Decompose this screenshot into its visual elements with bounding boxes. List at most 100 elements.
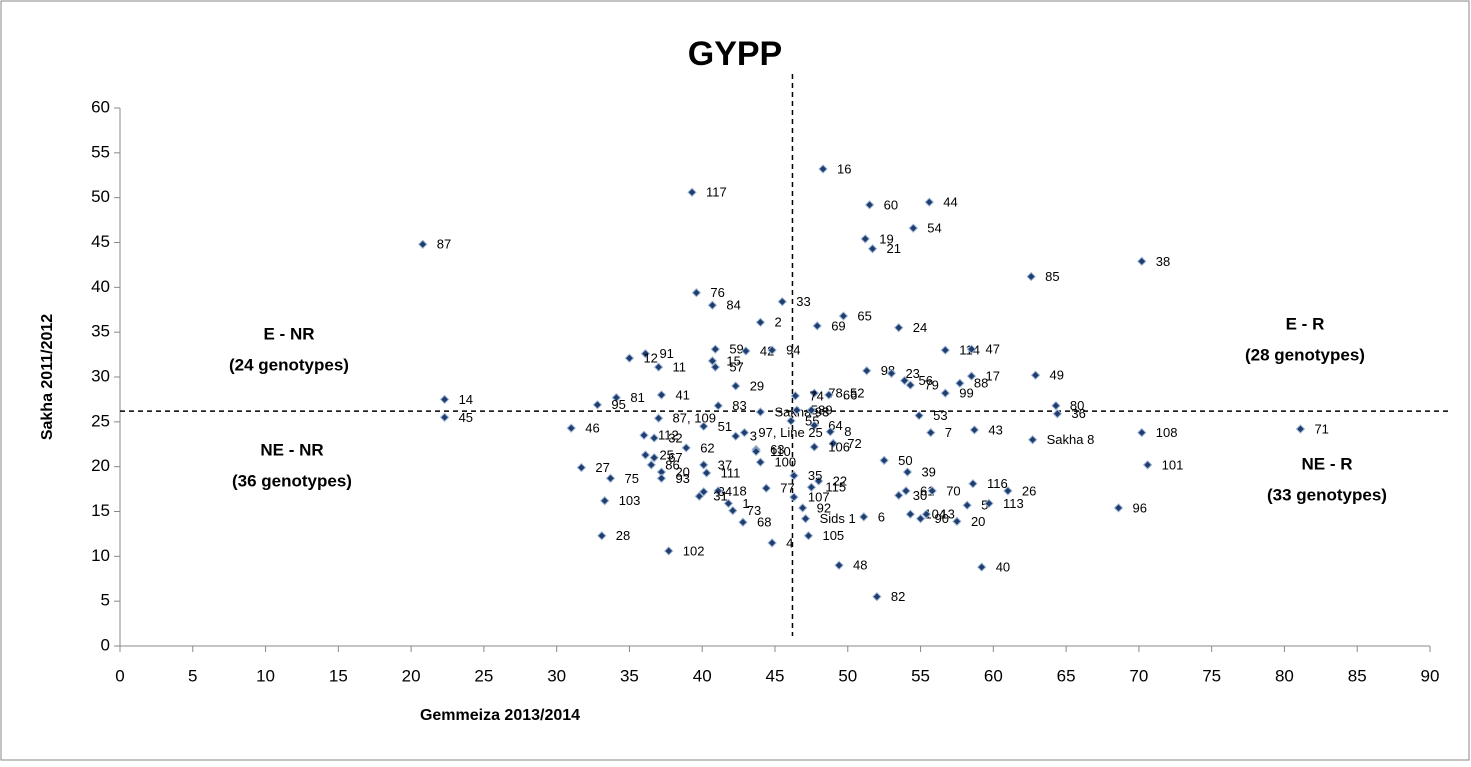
point [797, 503, 808, 513]
data-label: 103 [619, 493, 641, 508]
point [439, 412, 450, 423]
y-tick-label: 15 [91, 501, 110, 520]
point [927, 486, 937, 496]
data-label: 66 [843, 387, 857, 402]
point [914, 410, 924, 421]
data-label: 110 [770, 444, 791, 459]
quadrant-label: E - R [1286, 314, 1325, 333]
point [1003, 486, 1013, 496]
point [1137, 256, 1147, 267]
point [921, 509, 932, 519]
data-label: 21 [887, 241, 901, 256]
data-label: 4 [786, 535, 793, 550]
point [611, 392, 622, 403]
point [751, 446, 761, 457]
data-label: 87 [437, 237, 451, 252]
point [599, 496, 610, 506]
point [728, 505, 738, 516]
point [687, 187, 697, 197]
data-label: 74 [809, 388, 823, 403]
point [825, 426, 836, 437]
data-label: 84 [726, 298, 740, 313]
point [710, 362, 721, 372]
data-label: 34 [718, 484, 732, 499]
y-tick-label: 35 [91, 322, 110, 341]
point [639, 430, 649, 440]
data-label: 102 [683, 543, 705, 558]
x-tick-label: 50 [838, 666, 857, 685]
data-label: 7 [945, 425, 952, 440]
point [786, 416, 796, 426]
point [713, 400, 723, 411]
data-label: 38 [1156, 254, 1170, 269]
data-label: 76 [710, 285, 724, 300]
point [809, 442, 820, 452]
data-label: 105 [822, 528, 844, 543]
x-tick-label: 0 [115, 666, 124, 685]
data-label: 35 [808, 468, 822, 483]
data-label: 88 [974, 376, 988, 391]
data-label: 23 [905, 366, 919, 381]
point [894, 322, 904, 333]
data-label: 93 [675, 471, 689, 486]
data-label: 72 [847, 436, 861, 451]
data-label: 1 [742, 496, 749, 511]
data-label: 111 [721, 465, 741, 480]
point [640, 450, 651, 460]
point [738, 517, 748, 527]
data-label: 3 [750, 429, 757, 444]
data-label: 82 [891, 589, 905, 604]
point [952, 516, 962, 527]
y-axis-title: Sakha 2011/2012 [39, 314, 56, 440]
y-tick-label: 55 [91, 142, 110, 161]
point [640, 348, 651, 359]
point [664, 546, 674, 556]
data-label: 70 [946, 483, 960, 498]
data-label: 87, 109 [673, 411, 716, 426]
y-tick-label: 30 [91, 366, 110, 385]
data-label: 11 [673, 360, 687, 375]
point [767, 345, 777, 355]
point [1052, 409, 1063, 419]
x-tick-label: 85 [1348, 666, 1367, 685]
point [597, 531, 607, 541]
point [755, 317, 766, 328]
data-label: 108 [1156, 425, 1178, 440]
point [576, 462, 587, 473]
point [701, 468, 712, 478]
data-label: 57 [729, 360, 743, 375]
point [908, 223, 918, 233]
point [955, 378, 965, 388]
point [741, 346, 751, 356]
data-label: 46 [585, 421, 599, 436]
data-label: 30 [913, 488, 927, 503]
point [969, 425, 980, 435]
y-tick-label: 60 [91, 97, 110, 116]
point [860, 234, 870, 244]
data-label: 117 [706, 185, 727, 200]
data-label: 60 [884, 197, 898, 212]
quadrant-label: NE - R [1302, 454, 1353, 473]
data-label: 27 [595, 460, 609, 475]
data-label: 25 [659, 447, 673, 462]
point [755, 457, 766, 467]
point [806, 482, 817, 492]
point [926, 427, 936, 438]
data-label: 28 [616, 528, 630, 543]
point [834, 560, 844, 571]
x-tick-label: 25 [474, 666, 493, 685]
point [1026, 271, 1036, 282]
data-label: 32 [668, 430, 682, 445]
point [730, 431, 741, 441]
data-label: 18 [732, 483, 746, 498]
quadrant-label: E - NR [264, 324, 315, 343]
point [566, 423, 576, 433]
x-tick-label: 30 [547, 666, 566, 685]
data-label: 50 [898, 453, 912, 468]
point [767, 538, 777, 548]
data-label: 37 [718, 457, 732, 472]
point [966, 371, 977, 381]
point [789, 470, 799, 481]
quadrant-label: NE - NR [260, 440, 323, 459]
